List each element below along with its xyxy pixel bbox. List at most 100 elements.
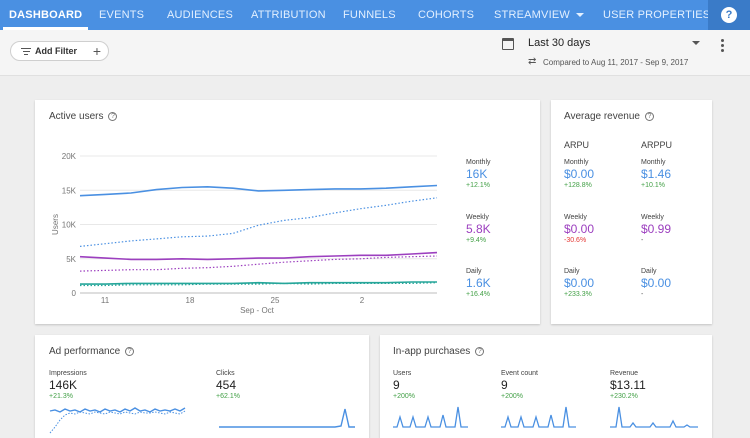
revenue-sparkline: [610, 406, 698, 428]
arpu-daily: Daily $0.00 +233.3%: [564, 268, 594, 298]
metric-change: +200%: [393, 393, 415, 400]
tab-streamview[interactable]: STREAMVIEW: [494, 0, 584, 30]
card-title: Ad performance?: [49, 346, 135, 357]
toolbar: [0, 30, 750, 76]
metric-value: 9: [393, 378, 400, 392]
iap-sparklines: [393, 406, 698, 428]
active-users-chart: 0 5K 10K 15K 20K 11 18 25 2 Sep - Oct Users: [51, 152, 438, 315]
arpu-heading: ARPU: [564, 140, 590, 150]
metric-change: +128.8%: [564, 182, 592, 189]
help-icon[interactable]: ?: [108, 112, 118, 121]
compare-text: Compared to Aug 11, 2017 - Sep 9, 2017: [543, 58, 689, 67]
metric-change: +200%: [501, 393, 523, 400]
metric-value: $0.00: [641, 276, 672, 290]
metric-change: -30.6%: [564, 237, 587, 244]
tab-user-properties[interactable]: USER PROPERTIES: [603, 9, 711, 21]
clicks-sparkline: [219, 408, 355, 428]
metric-value: $0.00: [564, 167, 595, 181]
event-count-sparkline: [501, 406, 576, 428]
arppu-daily: Daily $0.00 -: [641, 268, 671, 298]
metric-change: +10.1%: [641, 182, 665, 189]
metric-label: Impressions: [49, 370, 87, 377]
x-tick-label: 18: [186, 296, 195, 305]
tab-dashboard[interactable]: DASHBOARD: [2, 0, 89, 30]
tab-events[interactable]: EVENTS: [99, 9, 145, 21]
y-tick-label: 10K: [62, 221, 77, 230]
chevron-down-icon: [575, 13, 584, 18]
metric-label: Clicks: [216, 370, 235, 377]
metric-value: $0.00: [564, 276, 595, 290]
tab-audiences[interactable]: AUDIENCES: [167, 9, 233, 21]
metric-value: $0.00: [564, 222, 595, 236]
metric-change: +62.1%: [216, 393, 240, 400]
ad-performance-card: Ad performance? Impressions 146K +21.3% …: [35, 335, 369, 438]
metric-change: +12.1%: [466, 182, 490, 189]
plus-icon: +: [92, 43, 101, 59]
ad-performance-title: Ad performance: [49, 346, 121, 357]
active-users-card: Active users? 0 5K 10K 15K 20K 11 18 25 2 Sep - O…: [35, 100, 540, 324]
add-filter-button[interactable]: Add Filter +: [10, 41, 109, 61]
metric-value: 146K: [49, 378, 78, 392]
metric-change: -: [641, 237, 644, 244]
series-line-weekly-solid: [79, 251, 438, 261]
users-sparkline: [393, 406, 468, 428]
filter-icon: [21, 48, 31, 57]
metric-label: Revenue: [610, 370, 639, 377]
active-users-title: Active users: [49, 111, 104, 122]
arppu-monthly: Monthly $1.46 +10.1%: [641, 159, 671, 189]
arpu-weekly: Weekly $0.00 -30.6%: [564, 214, 594, 244]
in-app-purchases-title: In-app purchases: [393, 346, 471, 357]
metric-value: 16K: [466, 167, 488, 181]
metric-label: Weekly: [564, 214, 587, 221]
date-range-select[interactable]: Last 30 days: [528, 37, 591, 49]
help-icon[interactable]: ?: [475, 347, 485, 356]
help-button[interactable]: ?: [708, 0, 750, 30]
x-tick-label: 2: [360, 296, 365, 305]
metric-change: +16.4%: [466, 291, 490, 298]
y-tick-label: 15K: [62, 186, 77, 195]
metric-value: $1.46: [641, 167, 672, 181]
metric-value: 1.6K: [466, 276, 491, 290]
metric-change: +233.3%: [564, 291, 592, 298]
y-axis-label: Users: [51, 214, 60, 235]
impressions-sparkline: [49, 407, 186, 413]
compare-icon: ⇄: [528, 56, 537, 67]
tab-attribution[interactable]: ATTRIBUTION: [251, 9, 326, 21]
top-nav: DASHBOARD EVENTS AUDIENCES ATTRIBUTION F…: [0, 0, 750, 30]
card-title: In-app purchases?: [393, 346, 485, 357]
chevron-down-icon[interactable]: [692, 41, 700, 45]
tab-cohorts[interactable]: COHORTS: [418, 9, 475, 21]
daily-metric: Daily 1.6K +16.4%: [466, 268, 491, 298]
metric-label: Weekly: [641, 214, 664, 221]
x-tick-label: 11: [101, 296, 110, 305]
metric-label: Monthly: [466, 159, 491, 166]
metric-value: 454: [216, 378, 237, 392]
help-icon[interactable]: ?: [644, 112, 654, 121]
tab-funnels[interactable]: FUNNELS: [343, 9, 396, 21]
average-revenue-card: Average revenue? ARPU ARPPU Monthly $0.0…: [551, 100, 712, 324]
users-metric: Users 9 +200%: [393, 370, 415, 400]
impressions-sparkline-prev: [49, 410, 186, 434]
weekly-metric: Weekly 5.8K +9.4%: [466, 214, 491, 244]
monthly-metric: Monthly 16K +12.1%: [466, 159, 491, 189]
add-filter-label: Add Filter: [35, 46, 77, 56]
revenue-metric: Revenue $13.11 +230.2%: [610, 370, 646, 400]
series-line-daily-dotted: [80, 282, 438, 287]
help-icon[interactable]: ?: [125, 347, 135, 356]
metric-label: Daily: [564, 268, 580, 275]
impressions-metric: Impressions 146K +21.3%: [49, 370, 87, 400]
more-options-icon[interactable]: [721, 39, 725, 54]
ad-sparklines: [49, 407, 355, 434]
metric-label: Weekly: [466, 214, 489, 221]
metric-value: 9: [501, 378, 508, 392]
card-title: Average revenue?: [564, 111, 654, 122]
metric-label: Daily: [466, 268, 482, 275]
series-line-monthly-dotted: [79, 197, 438, 247]
metric-label: Users: [393, 370, 412, 377]
y-tick-label: 20K: [62, 152, 77, 161]
x-tick-label: 25: [271, 296, 280, 305]
series-line-daily-solid: [80, 281, 437, 285]
metric-change: -: [641, 291, 644, 298]
metric-label: Monthly: [564, 159, 589, 166]
arppu-heading: ARPPU: [641, 140, 673, 150]
